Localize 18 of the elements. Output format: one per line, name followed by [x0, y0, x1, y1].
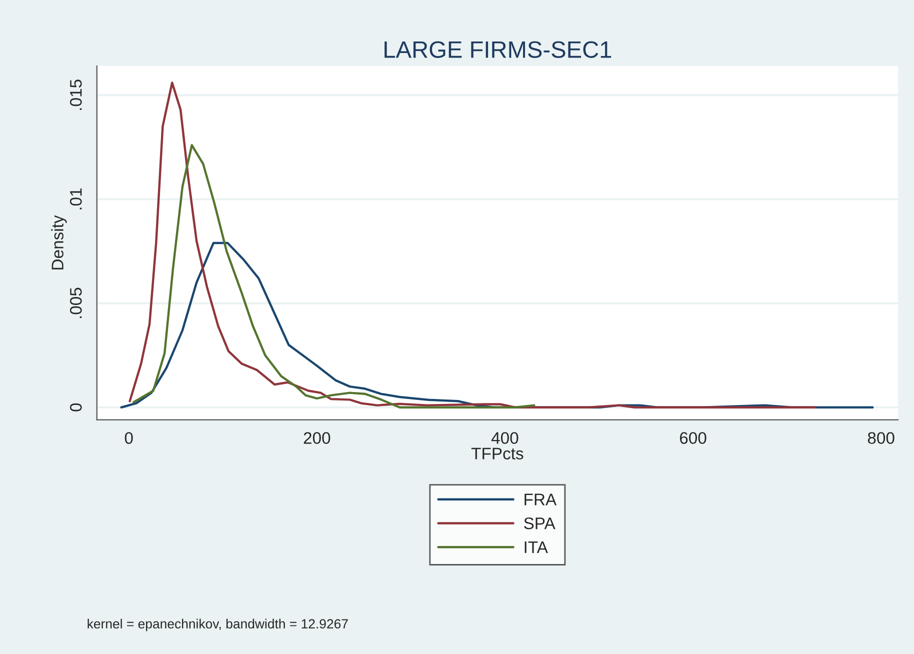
y-tick-label: .005 — [70, 288, 82, 318]
line-series — [132, 144, 536, 408]
y-tick-label: .01 — [70, 188, 82, 210]
legend-label: SPA — [524, 517, 556, 530]
legend-label: ITA — [524, 541, 548, 553]
y-tick-label: 0 — [70, 403, 82, 412]
y-axis-title: Density — [51, 215, 67, 270]
chart-title: LARGE FIRMS-SEC1 — [384, 41, 612, 58]
text: kernel = epanechnikov, bandwidth = 12.9267 — [88, 618, 348, 632]
x-axis-title: TFPcts — [471, 448, 524, 460]
legend-label: FRA — [524, 494, 557, 506]
y-tick-label: .015 — [70, 80, 82, 110]
line-series — [128, 82, 816, 408]
x-tick-label: 200 — [304, 432, 330, 444]
x-tick-label: 800 — [868, 432, 894, 444]
x-tick-label: 400 — [491, 432, 518, 444]
x-tick-label: 600 — [680, 432, 706, 444]
x-tick-label: 0 — [124, 432, 133, 444]
